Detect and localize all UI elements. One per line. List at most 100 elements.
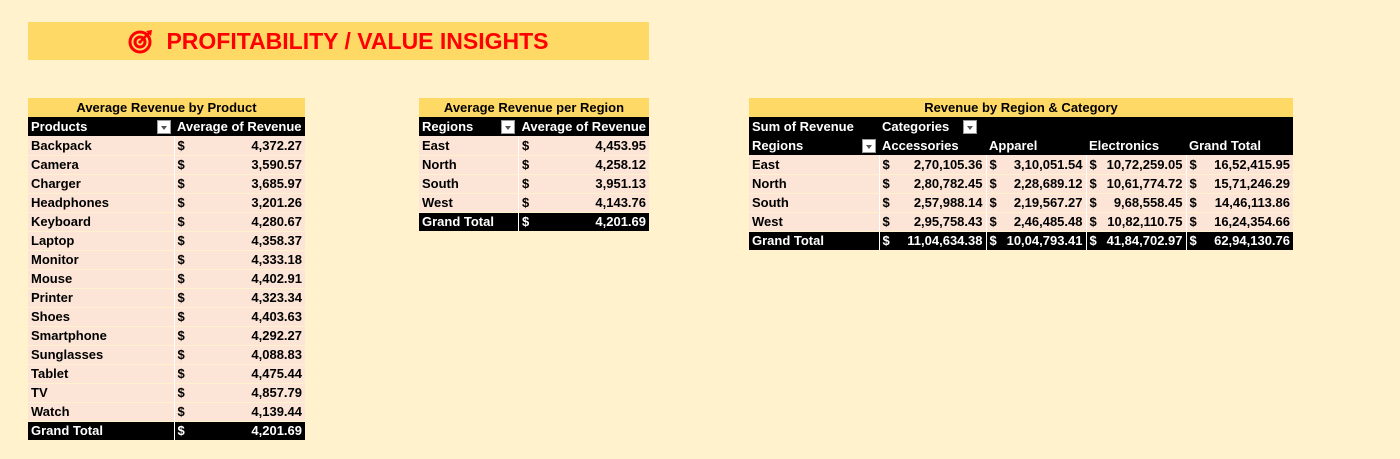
value-cell[interactable]: $4,143.76: [517, 193, 649, 213]
row-label[interactable]: Headphones: [28, 193, 174, 213]
value-text: 4,280.67: [251, 214, 302, 229]
row-label[interactable]: North: [419, 155, 519, 175]
row-label[interactable]: Smartphone: [28, 326, 174, 346]
value-cell[interactable]: $4,475.44: [173, 364, 305, 384]
value-cell[interactable]: $3,201.26: [173, 193, 305, 213]
value-cell[interactable]: $4,323.34: [173, 288, 305, 308]
product-column-header[interactable]: Products: [28, 117, 174, 136]
value-text: 4,323.34: [251, 290, 302, 305]
row-label[interactable]: TV: [28, 383, 174, 403]
value-cell[interactable]: $4,292.27: [173, 326, 305, 346]
row-label[interactable]: Printer: [28, 288, 174, 308]
value-cell[interactable]: $4,201.69: [517, 212, 649, 231]
row-label[interactable]: Charger: [28, 174, 174, 194]
value-cell[interactable]: $4,088.83: [173, 345, 305, 365]
row-label[interactable]: Backpack: [28, 136, 174, 156]
value-cell[interactable]: $9,68,558.45: [1085, 193, 1186, 213]
value-cell[interactable]: $11,04,634.38: [878, 231, 986, 250]
value-cell[interactable]: $3,685.97: [173, 174, 305, 194]
value-cell[interactable]: $2,95,758.43: [878, 212, 986, 232]
region-column-header[interactable]: Regions: [419, 117, 519, 136]
value-text: 10,72,259.05: [1106, 156, 1183, 172]
value-cell[interactable]: $4,258.12: [517, 155, 649, 175]
value-cell[interactable]: $3,951.13: [517, 174, 649, 194]
value-text: 4,201.69: [595, 214, 646, 230]
value-cell[interactable]: $4,280.67: [173, 212, 305, 232]
row-label[interactable]: East: [419, 136, 519, 156]
column-header-electronics: Electronics: [1086, 136, 1186, 155]
value-cell[interactable]: $4,453.95: [517, 136, 649, 156]
value-text: 16,24,354.66: [1214, 214, 1290, 229]
value-cell[interactable]: $3,590.57: [173, 155, 305, 175]
value-cell[interactable]: $4,857.79: [173, 383, 305, 403]
value-cell[interactable]: $41,84,702.97: [1085, 231, 1186, 250]
categories-field-header[interactable]: Categories: [879, 117, 1293, 136]
value-text: 4,475.44: [251, 366, 302, 381]
currency-symbol: $: [177, 195, 185, 210]
row-label[interactable]: Keyboard: [28, 212, 174, 232]
table-row: Shoes $4,403.63: [28, 307, 305, 327]
regions-field-header[interactable]: Regions: [749, 136, 879, 155]
currency-symbol: $: [521, 157, 530, 172]
row-label[interactable]: Grand Total: [419, 212, 519, 231]
value-text: 4,857.79: [251, 385, 302, 400]
row-label[interactable]: Watch: [28, 402, 174, 422]
value-cell[interactable]: $4,402.91: [173, 269, 305, 289]
value-cell[interactable]: $10,72,259.05: [1085, 155, 1186, 175]
currency-symbol: $: [1189, 214, 1197, 229]
value-cell[interactable]: $4,333.18: [173, 250, 305, 270]
value-cell[interactable]: $10,61,774.72: [1085, 174, 1186, 194]
row-label[interactable]: North: [749, 174, 879, 194]
row-label[interactable]: South: [419, 174, 519, 194]
value-cell[interactable]: $4,201.69: [173, 421, 305, 440]
row-label[interactable]: Camera: [28, 155, 174, 175]
value-cell[interactable]: $2,28,689.12: [985, 174, 1086, 194]
row-label[interactable]: East: [749, 155, 879, 175]
row-label[interactable]: Shoes: [28, 307, 174, 327]
currency-symbol: $: [1089, 176, 1097, 191]
filter-dropdown-icon[interactable]: [862, 138, 876, 153]
row-label[interactable]: West: [419, 193, 519, 213]
value-cell[interactable]: $62,94,130.76: [1185, 231, 1293, 250]
row-label[interactable]: Monitor: [28, 250, 174, 270]
value-cell[interactable]: $2,57,988.14: [878, 193, 986, 213]
row-label[interactable]: Laptop: [28, 231, 174, 251]
value-cell[interactable]: $2,70,105.36: [878, 155, 986, 175]
value-cell[interactable]: $2,19,567.27: [985, 193, 1086, 213]
table-row: Smartphone $4,292.27: [28, 326, 305, 346]
filter-dropdown-icon[interactable]: [501, 119, 516, 134]
value-cell[interactable]: $15,71,246.29: [1185, 174, 1293, 194]
value-text: 10,61,774.72: [1106, 176, 1183, 191]
value-cell[interactable]: $14,46,113.86: [1185, 193, 1293, 213]
row-label[interactable]: South: [749, 193, 879, 213]
value-cell[interactable]: $10,04,793.41: [985, 231, 1086, 250]
row-label[interactable]: Grand Total: [749, 231, 879, 250]
value-cell[interactable]: $3,10,051.54: [985, 155, 1086, 175]
value-cell[interactable]: $4,139.44: [173, 402, 305, 422]
table-row: Keyboard $4,280.67: [28, 212, 305, 232]
currency-symbol: $: [177, 328, 185, 343]
value-text: 2,57,988.14: [913, 195, 983, 210]
row-label[interactable]: Grand Total: [28, 421, 174, 440]
row-label[interactable]: Mouse: [28, 269, 174, 289]
currency-symbol: $: [177, 290, 185, 305]
value-cell[interactable]: $16,52,415.95: [1185, 155, 1293, 175]
value-cell[interactable]: $16,24,354.66: [1185, 212, 1293, 232]
filter-dropdown-icon[interactable]: [963, 120, 978, 135]
average-revenue-header: Average of Revenue: [174, 117, 305, 136]
value-cell[interactable]: $10,82,110.75: [1085, 212, 1186, 232]
currency-symbol: $: [882, 214, 890, 229]
value-cell[interactable]: $4,403.63: [173, 307, 305, 327]
table-row: Camera $3,590.57: [28, 155, 305, 175]
value-cell[interactable]: $4,372.27: [173, 136, 305, 156]
value-cell[interactable]: $2,46,485.48: [985, 212, 1086, 232]
filter-dropdown-icon[interactable]: [157, 119, 171, 134]
value-text: 4,139.44: [251, 404, 302, 419]
value-cell[interactable]: $2,80,782.45: [878, 174, 986, 194]
currency-symbol: $: [177, 271, 185, 286]
row-label[interactable]: Tablet: [28, 364, 174, 384]
row-label[interactable]: West: [749, 212, 879, 232]
value-cell[interactable]: $4,358.37: [173, 231, 305, 251]
row-label[interactable]: Sunglasses: [28, 345, 174, 365]
value-text: 3,590.57: [251, 157, 302, 172]
